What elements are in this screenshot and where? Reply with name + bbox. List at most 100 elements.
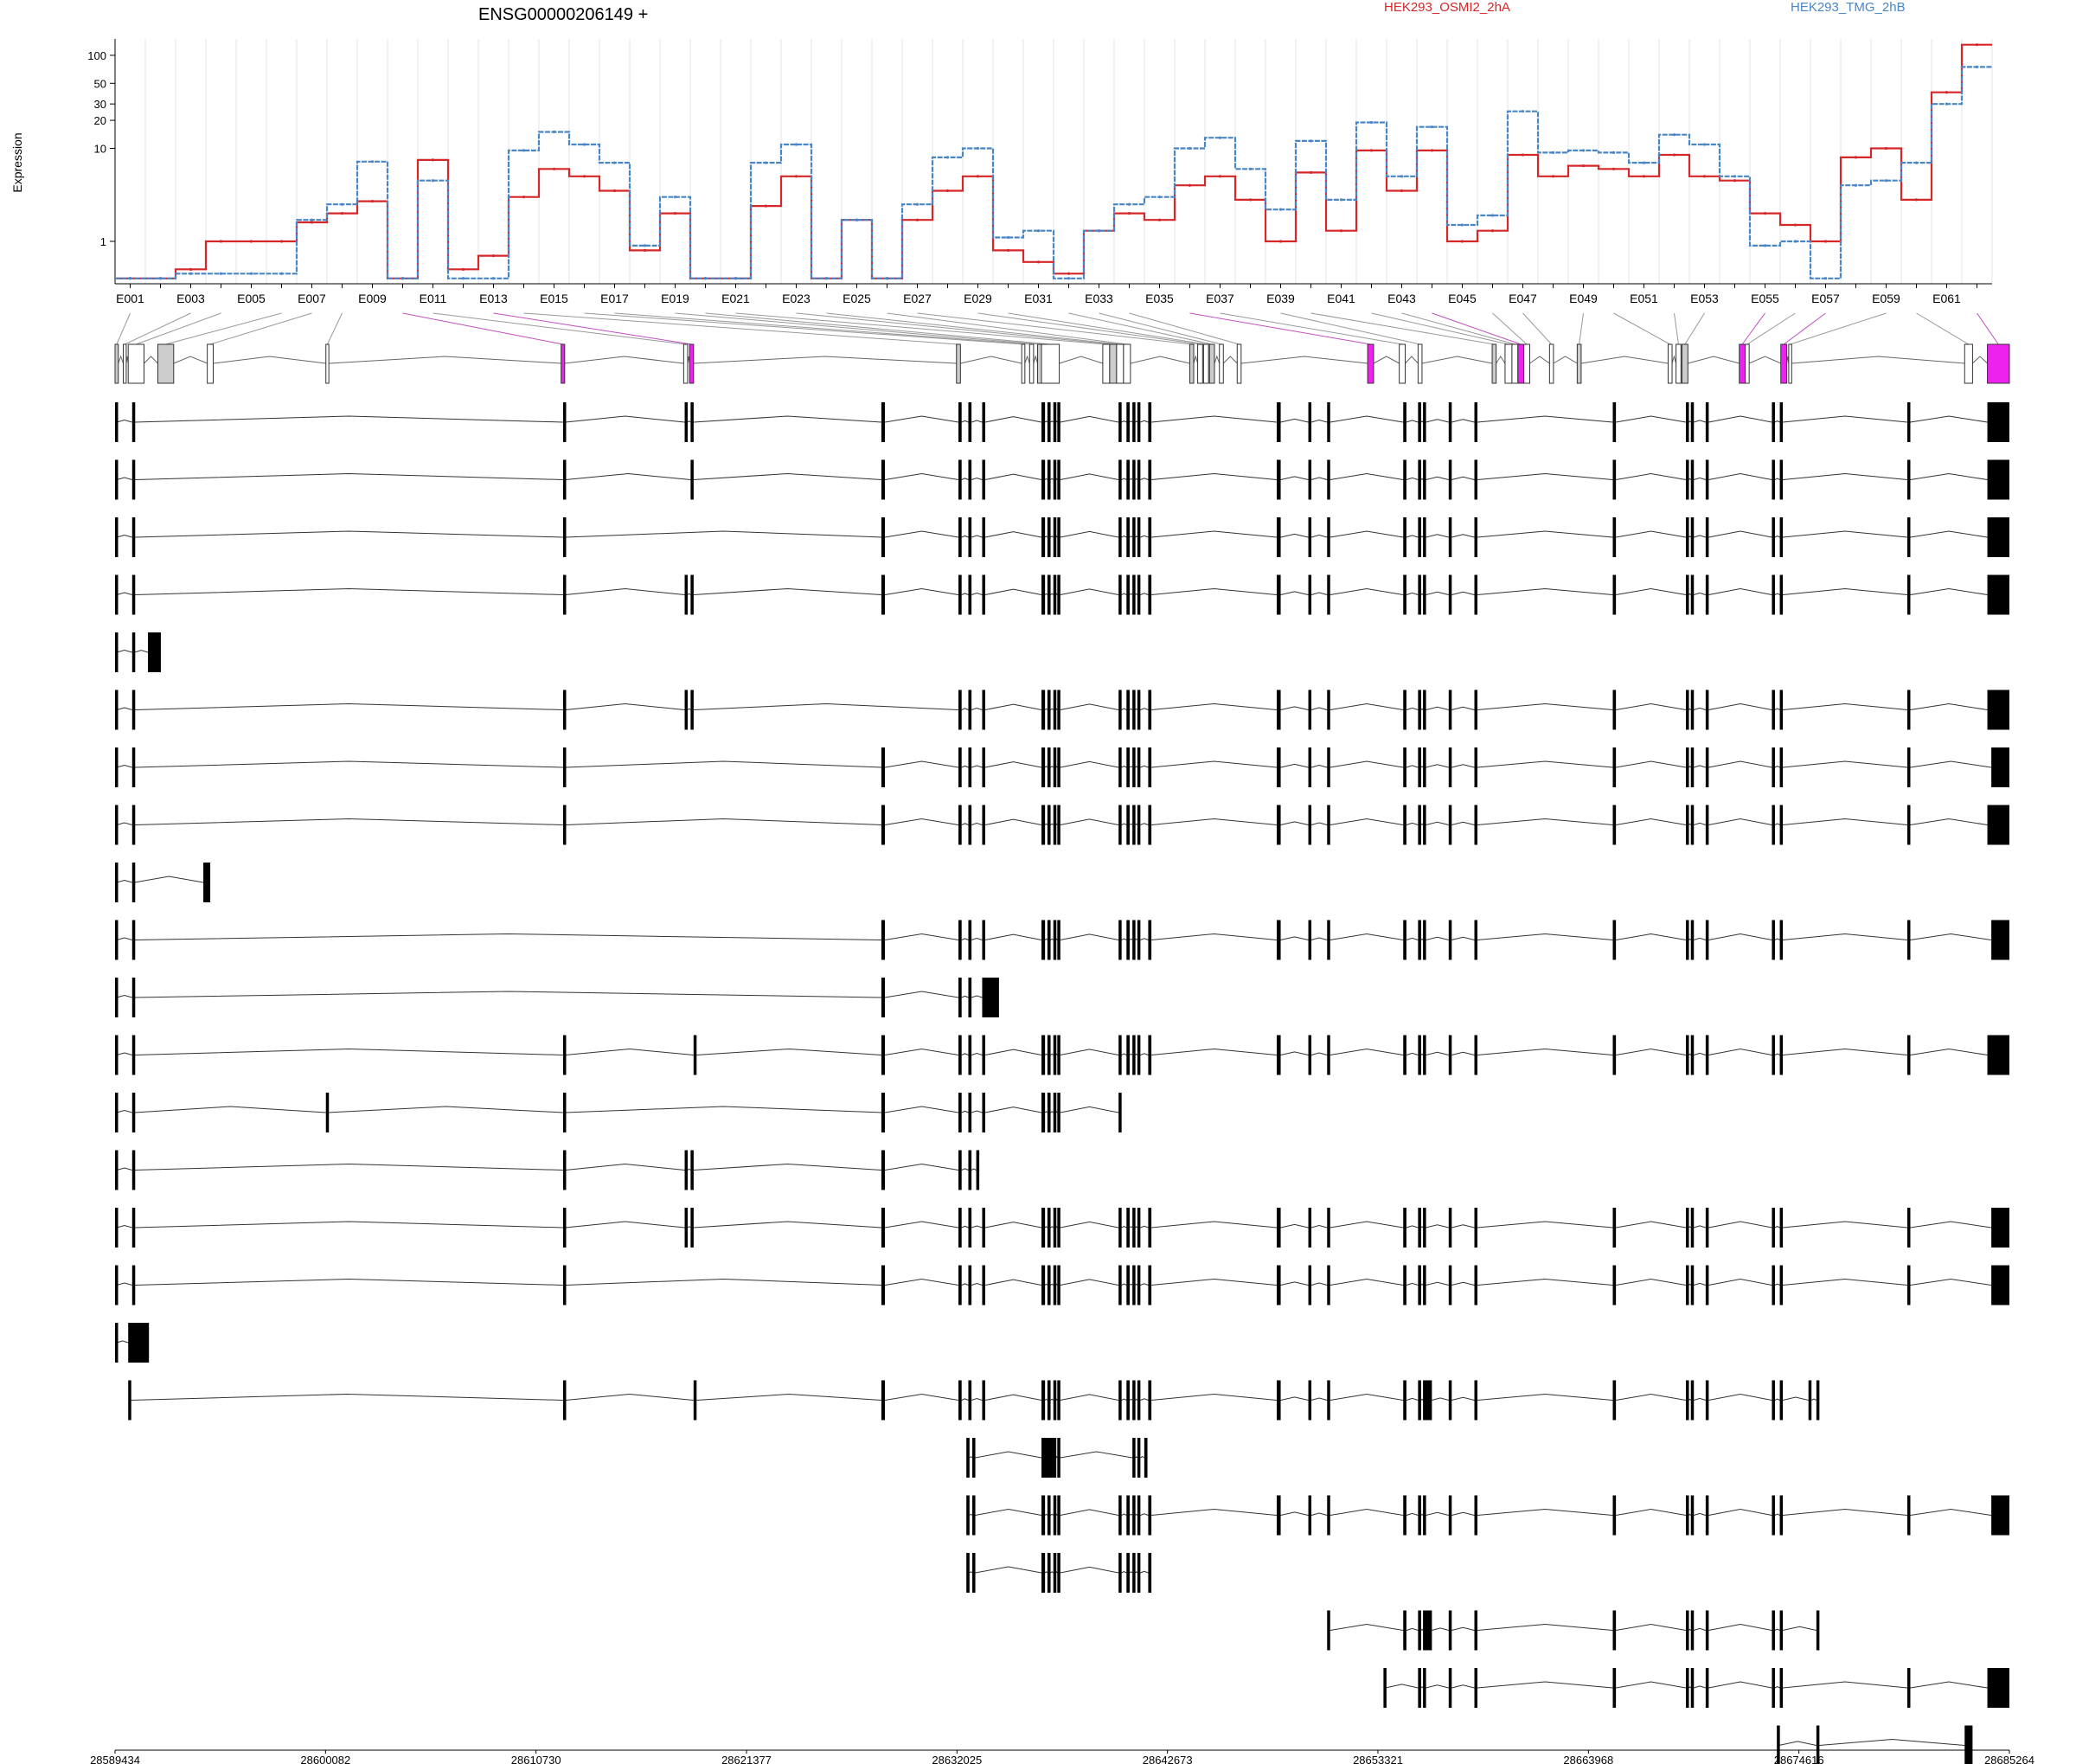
transcript-intron bbox=[1477, 760, 1613, 768]
transcript-intron bbox=[1774, 1398, 1780, 1401]
transcript-exon bbox=[1057, 1093, 1060, 1132]
transcript-exon bbox=[1418, 747, 1421, 787]
transcript-exon bbox=[1308, 1380, 1312, 1421]
transcript-exon bbox=[1118, 459, 1122, 500]
transcript-intron bbox=[1708, 415, 1772, 423]
transcript-intron bbox=[971, 1282, 983, 1286]
transcript-exon bbox=[1132, 1495, 1136, 1536]
transcript-exon bbox=[1132, 517, 1136, 557]
transcript-exon bbox=[1474, 805, 1478, 845]
bin-intron bbox=[1688, 356, 1740, 364]
transcript-intron bbox=[696, 1048, 881, 1055]
transcript-exon bbox=[1137, 1495, 1141, 1536]
x-tick-label: E059 bbox=[1872, 292, 1900, 305]
transcript-intron bbox=[1310, 419, 1328, 423]
transcript-exon bbox=[1057, 690, 1060, 730]
transcript-intron bbox=[1310, 1512, 1328, 1516]
bin-connector bbox=[432, 312, 686, 345]
bin-intron bbox=[564, 356, 684, 364]
transcript-exon bbox=[1126, 1208, 1130, 1248]
transcript-exon bbox=[128, 1323, 150, 1363]
transcript-intron bbox=[1477, 1221, 1613, 1228]
transcript-exon bbox=[1132, 459, 1136, 500]
transcript-intron bbox=[1451, 1396, 1475, 1401]
transcript-exon bbox=[982, 517, 985, 557]
transcript-exon bbox=[1276, 690, 1281, 730]
transcript-exon bbox=[1327, 1380, 1330, 1421]
transcript-exon bbox=[1686, 574, 1689, 615]
series-1-point bbox=[279, 240, 284, 243]
series-2-point bbox=[1490, 214, 1495, 217]
transcript-intron bbox=[1151, 1508, 1278, 1516]
bin-intron bbox=[693, 356, 957, 364]
transcript-intron bbox=[884, 1393, 959, 1401]
transcript-intron bbox=[1310, 1282, 1328, 1286]
transcript-exon bbox=[1705, 517, 1709, 557]
bin-connector bbox=[402, 312, 563, 345]
transcript-exon bbox=[1047, 574, 1051, 615]
exon-bin bbox=[1681, 343, 1688, 384]
transcript-exon bbox=[1418, 920, 1421, 960]
series-2-point bbox=[673, 196, 677, 199]
transcript-exon bbox=[1705, 1035, 1709, 1075]
transcript-exon bbox=[1047, 1495, 1051, 1536]
transcript-exon bbox=[690, 1208, 694, 1248]
transcript-intron bbox=[1280, 418, 1309, 423]
transcript-exon bbox=[1041, 574, 1046, 615]
transcript-exon bbox=[1705, 690, 1709, 730]
x-tick-label: E049 bbox=[1569, 292, 1598, 305]
transcript-exon bbox=[1057, 805, 1060, 845]
transcript-exon bbox=[1041, 1380, 1046, 1421]
series-1-point bbox=[1369, 149, 1374, 152]
x-tick-label: E001 bbox=[116, 292, 144, 305]
transcript-intron bbox=[1477, 1393, 1613, 1401]
transcript-exon bbox=[966, 1495, 970, 1536]
transcript-exon bbox=[1057, 459, 1060, 500]
transcript-intron bbox=[1782, 1278, 1908, 1286]
transcript-exon bbox=[958, 1035, 962, 1075]
transcript-exon bbox=[958, 920, 962, 960]
transcript-intron bbox=[1135, 1398, 1138, 1401]
transcript-exon bbox=[1448, 690, 1452, 730]
transcript-exon bbox=[881, 1265, 886, 1305]
transcript-intron bbox=[1406, 1512, 1419, 1516]
bin-intron bbox=[1373, 356, 1400, 364]
transcript-exon bbox=[1053, 920, 1057, 960]
transcript-intron bbox=[1280, 1281, 1309, 1286]
series-2-point bbox=[1702, 143, 1707, 146]
series-2-point bbox=[1400, 175, 1404, 178]
transcript-intron bbox=[975, 1451, 1042, 1459]
series-1-point bbox=[340, 212, 344, 215]
transcript-intron bbox=[1688, 938, 1692, 940]
transcript-intron bbox=[1694, 1282, 1707, 1286]
transcript-exon bbox=[1057, 1208, 1060, 1248]
transcript-exon bbox=[1779, 402, 1784, 442]
series-2-point bbox=[1793, 240, 1797, 243]
bin-intron bbox=[1748, 356, 1781, 364]
transcript-intron bbox=[1694, 1685, 1707, 1689]
transcript-exon bbox=[982, 690, 985, 730]
x-tick-label: E033 bbox=[1085, 292, 1113, 305]
series-2-point bbox=[310, 218, 314, 221]
transcript-exon bbox=[562, 1150, 567, 1190]
transcript-intron bbox=[1708, 1508, 1772, 1516]
series-1-point bbox=[1975, 43, 1979, 47]
series-1-point bbox=[249, 240, 253, 243]
transcript-exon bbox=[562, 690, 567, 730]
transcript-exon bbox=[1690, 459, 1695, 500]
bin-connectors bbox=[116, 312, 1999, 345]
transcript-exon bbox=[1057, 1265, 1060, 1305]
transcript-intron bbox=[565, 1048, 694, 1055]
transcript-exon bbox=[1686, 1380, 1689, 1421]
transcript-intron bbox=[565, 818, 881, 825]
transcript-exon bbox=[1448, 1208, 1452, 1248]
transcript-intron bbox=[1782, 1048, 1908, 1055]
transcript-exon bbox=[1705, 402, 1709, 442]
transcript-exon bbox=[1418, 1265, 1421, 1305]
transcript-intron bbox=[975, 1508, 1042, 1516]
series-2-point bbox=[431, 179, 435, 183]
bin-connector bbox=[1068, 312, 1213, 345]
transcript-exon bbox=[115, 517, 119, 557]
transcript-intron bbox=[1140, 593, 1149, 595]
transcript-intron bbox=[134, 530, 563, 538]
